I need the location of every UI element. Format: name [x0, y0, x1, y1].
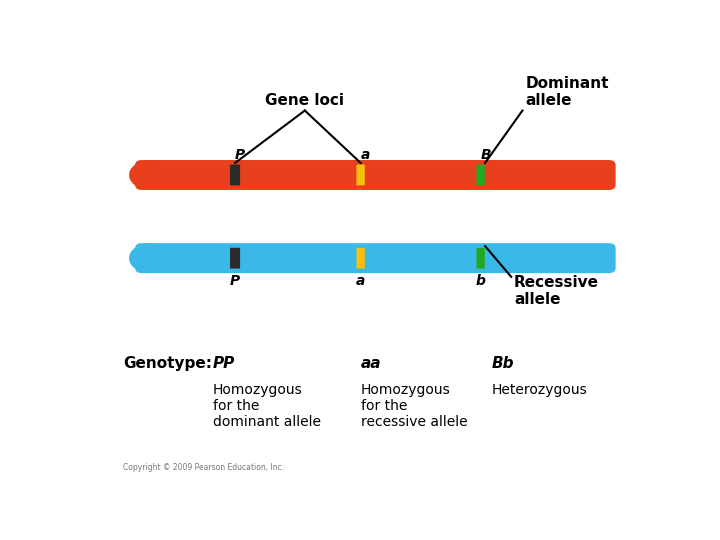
FancyBboxPatch shape — [135, 160, 616, 190]
Text: Bb: Bb — [492, 356, 514, 371]
FancyBboxPatch shape — [230, 248, 240, 268]
Text: Copyright © 2009 Pearson Education, Inc.: Copyright © 2009 Pearson Education, Inc. — [124, 463, 284, 472]
FancyBboxPatch shape — [356, 165, 365, 185]
Text: Gene loci: Gene loci — [266, 93, 344, 109]
Ellipse shape — [165, 253, 172, 264]
Text: a: a — [361, 147, 370, 161]
Text: Homozygous
for the
dominant allele: Homozygous for the dominant allele — [213, 383, 321, 429]
Text: b: b — [476, 274, 485, 288]
Ellipse shape — [129, 160, 171, 190]
Text: P: P — [235, 147, 246, 161]
FancyBboxPatch shape — [477, 248, 485, 268]
FancyBboxPatch shape — [477, 165, 485, 185]
FancyBboxPatch shape — [135, 243, 616, 273]
FancyBboxPatch shape — [356, 248, 365, 268]
Text: Homozygous
for the
recessive allele: Homozygous for the recessive allele — [361, 383, 467, 429]
Text: PP: PP — [213, 356, 235, 371]
Ellipse shape — [129, 243, 171, 273]
Text: a: a — [356, 274, 365, 288]
Text: Recessive
allele: Recessive allele — [514, 275, 599, 307]
Text: B: B — [481, 147, 491, 161]
Text: Heterozygous: Heterozygous — [492, 383, 588, 397]
Text: Genotype:: Genotype: — [124, 356, 212, 371]
Text: P: P — [230, 274, 240, 288]
Text: aa: aa — [361, 356, 381, 371]
FancyBboxPatch shape — [230, 165, 240, 185]
Text: Dominant
allele: Dominant allele — [526, 76, 608, 109]
Ellipse shape — [165, 170, 172, 180]
